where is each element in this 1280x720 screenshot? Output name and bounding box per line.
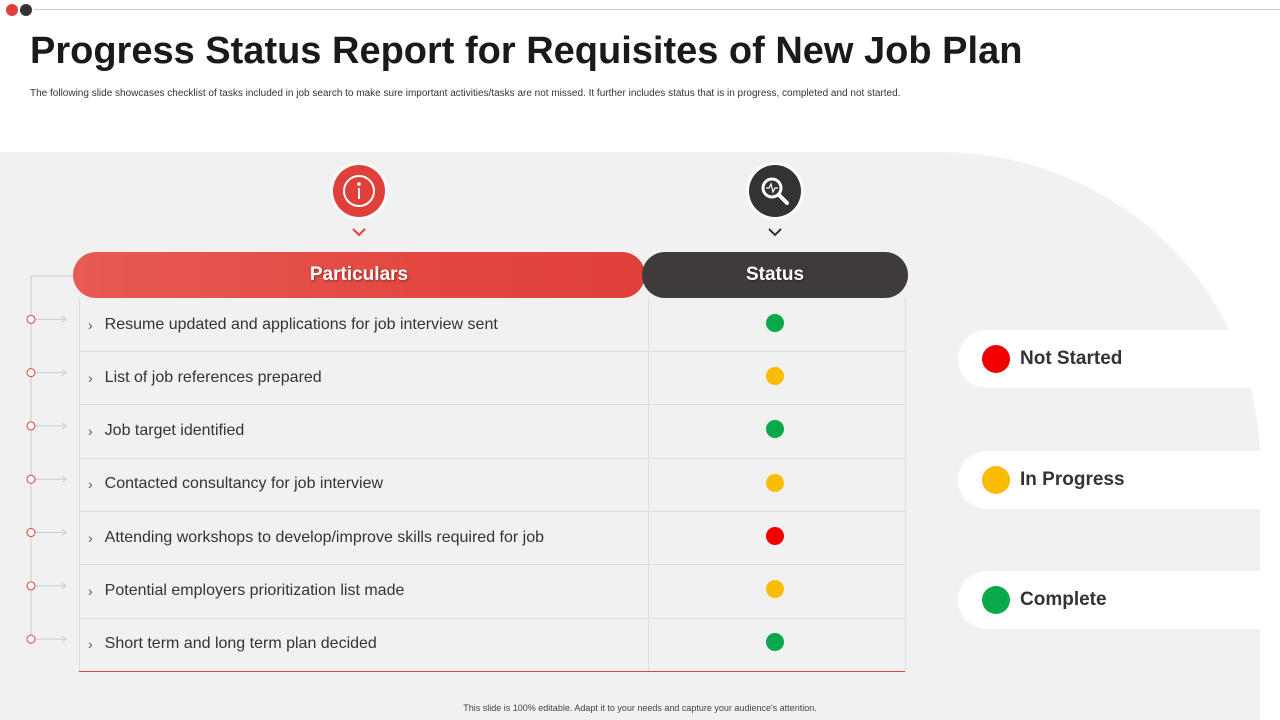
connectors: [26, 275, 73, 645]
status-cell: [648, 351, 906, 405]
task-text: Resume updated and applications for job …: [104, 315, 498, 333]
task-cell: › Resume updated and applications for job…: [79, 298, 649, 351]
task-cell: › Short term and long term plan decided: [79, 617, 649, 671]
chevron: ›: [88, 423, 93, 440]
table-row: › Potential employers prioritization list…: [79, 564, 906, 619]
chevron: ›: [88, 636, 93, 653]
column-header: Status: [642, 252, 908, 298]
task-text: Short term and long term plan decided: [104, 635, 377, 653]
table-row: › Contacted consultancy for job interview: [79, 457, 906, 512]
table-row: › Short term and long term plan decided: [79, 617, 906, 672]
table-row: › Job target identified: [79, 404, 906, 459]
status-dot: [766, 366, 784, 385]
status-dot: [766, 420, 784, 439]
legend-label: Not Started: [1020, 348, 1123, 369]
legend-item: Not Started: [958, 330, 1280, 388]
column-icons: [330, 162, 804, 237]
task-text: Job target identified: [104, 422, 245, 440]
top-decor: [6, 4, 1280, 16]
task-cell: › Job target identified: [79, 404, 649, 458]
table-row: › Resume updated and applications for job…: [79, 298, 906, 352]
legend-dot: [982, 586, 1010, 614]
title: Progress Status Report for Requisites of…: [30, 30, 1023, 72]
chevron: ›: [88, 316, 93, 333]
subtitle: The following slide showcases checklist …: [30, 88, 901, 99]
task-cell: › List of job references prepared: [79, 351, 649, 405]
legend-item: In Progress: [958, 450, 1280, 509]
chevron: ›: [88, 583, 93, 599]
status-dot: [766, 313, 784, 332]
task-cell: › Contacted consultancy for job interview: [79, 457, 649, 511]
status-dot: [766, 526, 784, 545]
legend-dot: [982, 345, 1010, 373]
status-dot: [766, 633, 784, 652]
status-cell: [648, 457, 906, 511]
legend-item: Complete: [958, 571, 1280, 629]
status-cell: [648, 564, 906, 618]
task-cell: › Attending workshops to develop/improve …: [79, 511, 649, 565]
chevron: ›: [88, 476, 93, 493]
legend-label: In Progress: [1020, 468, 1125, 490]
table-row: › List of job references prepared: [79, 351, 906, 406]
task-text: Attending workshops to develop/improve s…: [104, 528, 545, 546]
status-dot: [766, 580, 784, 599]
column-header: Particulars: [73, 252, 645, 298]
status-cell: [648, 298, 906, 351]
chevron: ›: [88, 369, 93, 386]
task-text: Contacted consultancy for job interview: [104, 475, 384, 493]
status-dot: [766, 473, 784, 492]
chevron: ›: [88, 529, 93, 546]
table-row: › Attending workshops to develop/improve …: [79, 511, 906, 566]
footer: This slide is 100% editable. Adapt it to…: [463, 703, 817, 713]
legend-label: Complete: [1020, 589, 1107, 610]
task-text: List of job references prepared: [104, 368, 322, 386]
status-cell: [648, 511, 906, 565]
status-cell: [648, 617, 906, 671]
task-text: Potential employers prioritization list …: [104, 582, 405, 599]
task-cell: › Potential employers prioritization list…: [79, 564, 649, 618]
legend-dot: [982, 465, 1010, 494]
status-cell: [648, 404, 906, 458]
